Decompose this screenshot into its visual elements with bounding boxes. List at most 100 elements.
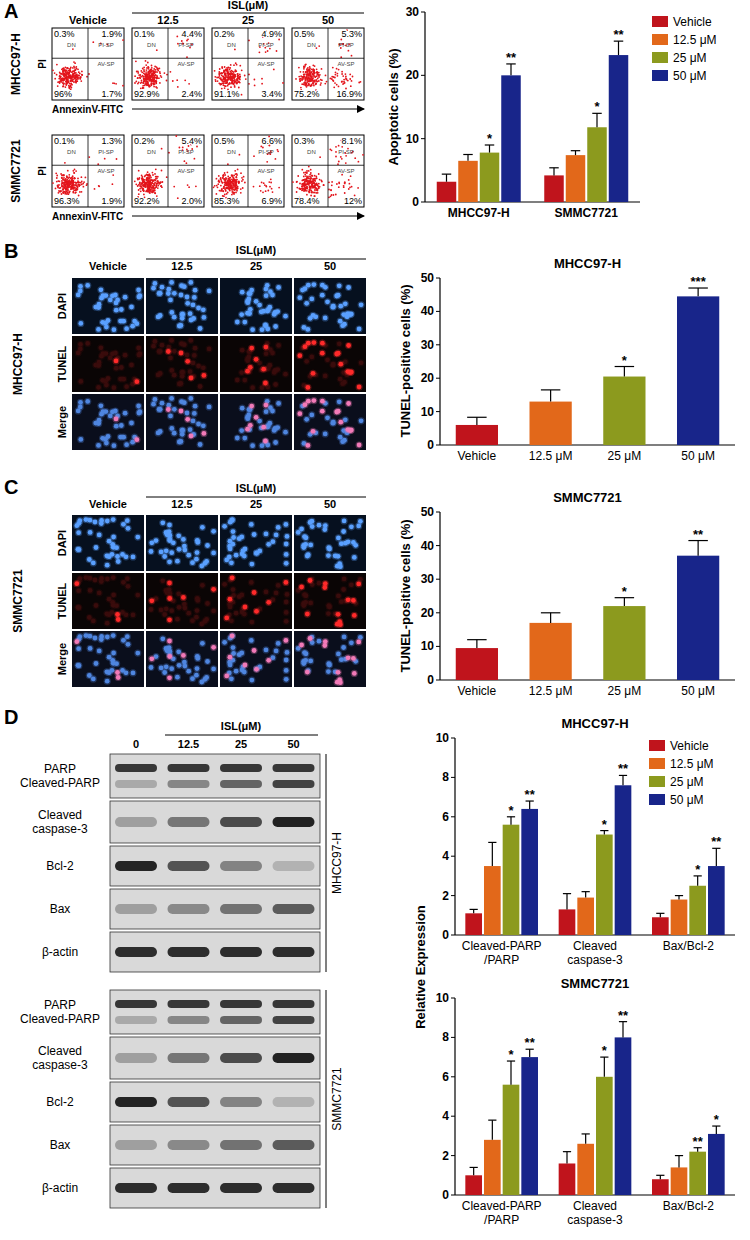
event-dot — [88, 156, 90, 158]
quadrant-name: AV-SP — [97, 61, 114, 67]
quadrant-name: AV-SP — [177, 168, 194, 174]
event-dot — [312, 73, 314, 75]
event-dot — [226, 193, 228, 195]
event-dot — [223, 179, 225, 181]
event-dot — [92, 41, 94, 43]
event-dot — [69, 86, 71, 88]
event-dot — [159, 183, 161, 185]
event-dot — [75, 82, 77, 84]
event-dot — [159, 82, 161, 84]
event-dot — [155, 178, 157, 180]
event-dot — [261, 182, 263, 184]
event-dot — [176, 79, 178, 81]
event-dot — [56, 74, 58, 76]
event-dot — [150, 182, 152, 184]
event-dot — [70, 188, 72, 190]
event-dot — [112, 183, 114, 185]
event-dot — [310, 85, 312, 87]
event-dot — [316, 68, 318, 70]
event-dot — [301, 79, 303, 81]
quadrant-percent: 2.0% — [181, 196, 202, 206]
event-dot — [311, 71, 313, 73]
event-dot — [229, 69, 231, 71]
event-dot — [75, 190, 77, 192]
event-dot — [265, 51, 267, 53]
event-dot — [320, 79, 322, 81]
event-dot — [314, 65, 316, 67]
event-dot — [150, 184, 152, 186]
event-dot — [219, 190, 221, 192]
panel-label: D — [4, 706, 18, 728]
event-dot — [187, 184, 189, 186]
quadrant-name: AV-SP — [337, 61, 354, 67]
event-dot — [314, 75, 316, 77]
event-dot — [238, 182, 240, 184]
event-dot — [155, 69, 157, 71]
event-dot — [336, 68, 338, 70]
event-dot — [230, 76, 232, 78]
event-dot — [144, 179, 146, 181]
event-dot — [73, 172, 75, 174]
event-dot — [152, 172, 154, 174]
event-dot — [271, 188, 273, 190]
event-dot — [63, 187, 65, 189]
quadrant-percent: 96.3% — [54, 196, 80, 206]
event-dot — [218, 82, 220, 84]
event-dot — [134, 180, 136, 182]
event-dot — [318, 173, 320, 175]
event-dot — [298, 188, 300, 190]
event-dot — [76, 76, 78, 78]
event-dot — [140, 186, 142, 188]
event-dot — [308, 76, 310, 78]
event-dot — [148, 187, 150, 189]
event-dot — [157, 185, 159, 187]
event-dot — [148, 181, 150, 183]
event-dot — [228, 185, 230, 187]
event-dot — [147, 84, 149, 86]
event-dot — [148, 86, 150, 88]
event-dot — [230, 71, 232, 73]
event-dot — [156, 49, 158, 51]
event-dot — [232, 192, 234, 194]
event-dot — [142, 85, 144, 87]
event-dot — [160, 185, 162, 187]
event-dot — [56, 175, 58, 177]
event-dot — [140, 76, 142, 78]
event-dot — [60, 187, 62, 189]
event-dot — [240, 172, 242, 174]
event-dot — [67, 170, 69, 172]
quadrant-name: PI-SP — [178, 42, 194, 48]
event-dot — [146, 174, 148, 176]
quadrant-percent: 0.3% — [54, 29, 75, 39]
event-dot — [311, 191, 313, 193]
event-dots — [156, 49, 158, 51]
event-dot — [76, 79, 78, 81]
event-dot — [227, 192, 229, 194]
event-dot — [145, 74, 147, 76]
event-dot — [234, 86, 236, 88]
event-dot — [232, 175, 234, 177]
event-dot — [61, 73, 63, 75]
event-dot — [227, 176, 229, 178]
event-dot — [114, 82, 116, 84]
event-dot — [152, 190, 154, 192]
event-dot — [156, 77, 158, 79]
event-dot — [223, 175, 225, 177]
event-dot — [295, 78, 297, 80]
event-dot — [55, 172, 57, 174]
event-dot — [147, 62, 149, 64]
event-dot — [57, 185, 59, 187]
flow-plot: DNPI-SPAV-SP0.2%4.9%91.1%3.4% — [212, 28, 284, 100]
event-dot — [161, 170, 163, 172]
event-dot — [184, 79, 186, 81]
event-dot — [142, 68, 144, 70]
event-dot — [264, 184, 266, 186]
event-dot — [142, 189, 144, 191]
event-dot — [298, 76, 300, 78]
event-dot — [303, 68, 305, 70]
event-dot — [340, 56, 342, 58]
quadrant-percent: 96% — [54, 89, 72, 99]
event-dot — [134, 82, 136, 84]
quadrant-name: PI-SP — [98, 149, 114, 155]
event-dot — [61, 175, 63, 177]
